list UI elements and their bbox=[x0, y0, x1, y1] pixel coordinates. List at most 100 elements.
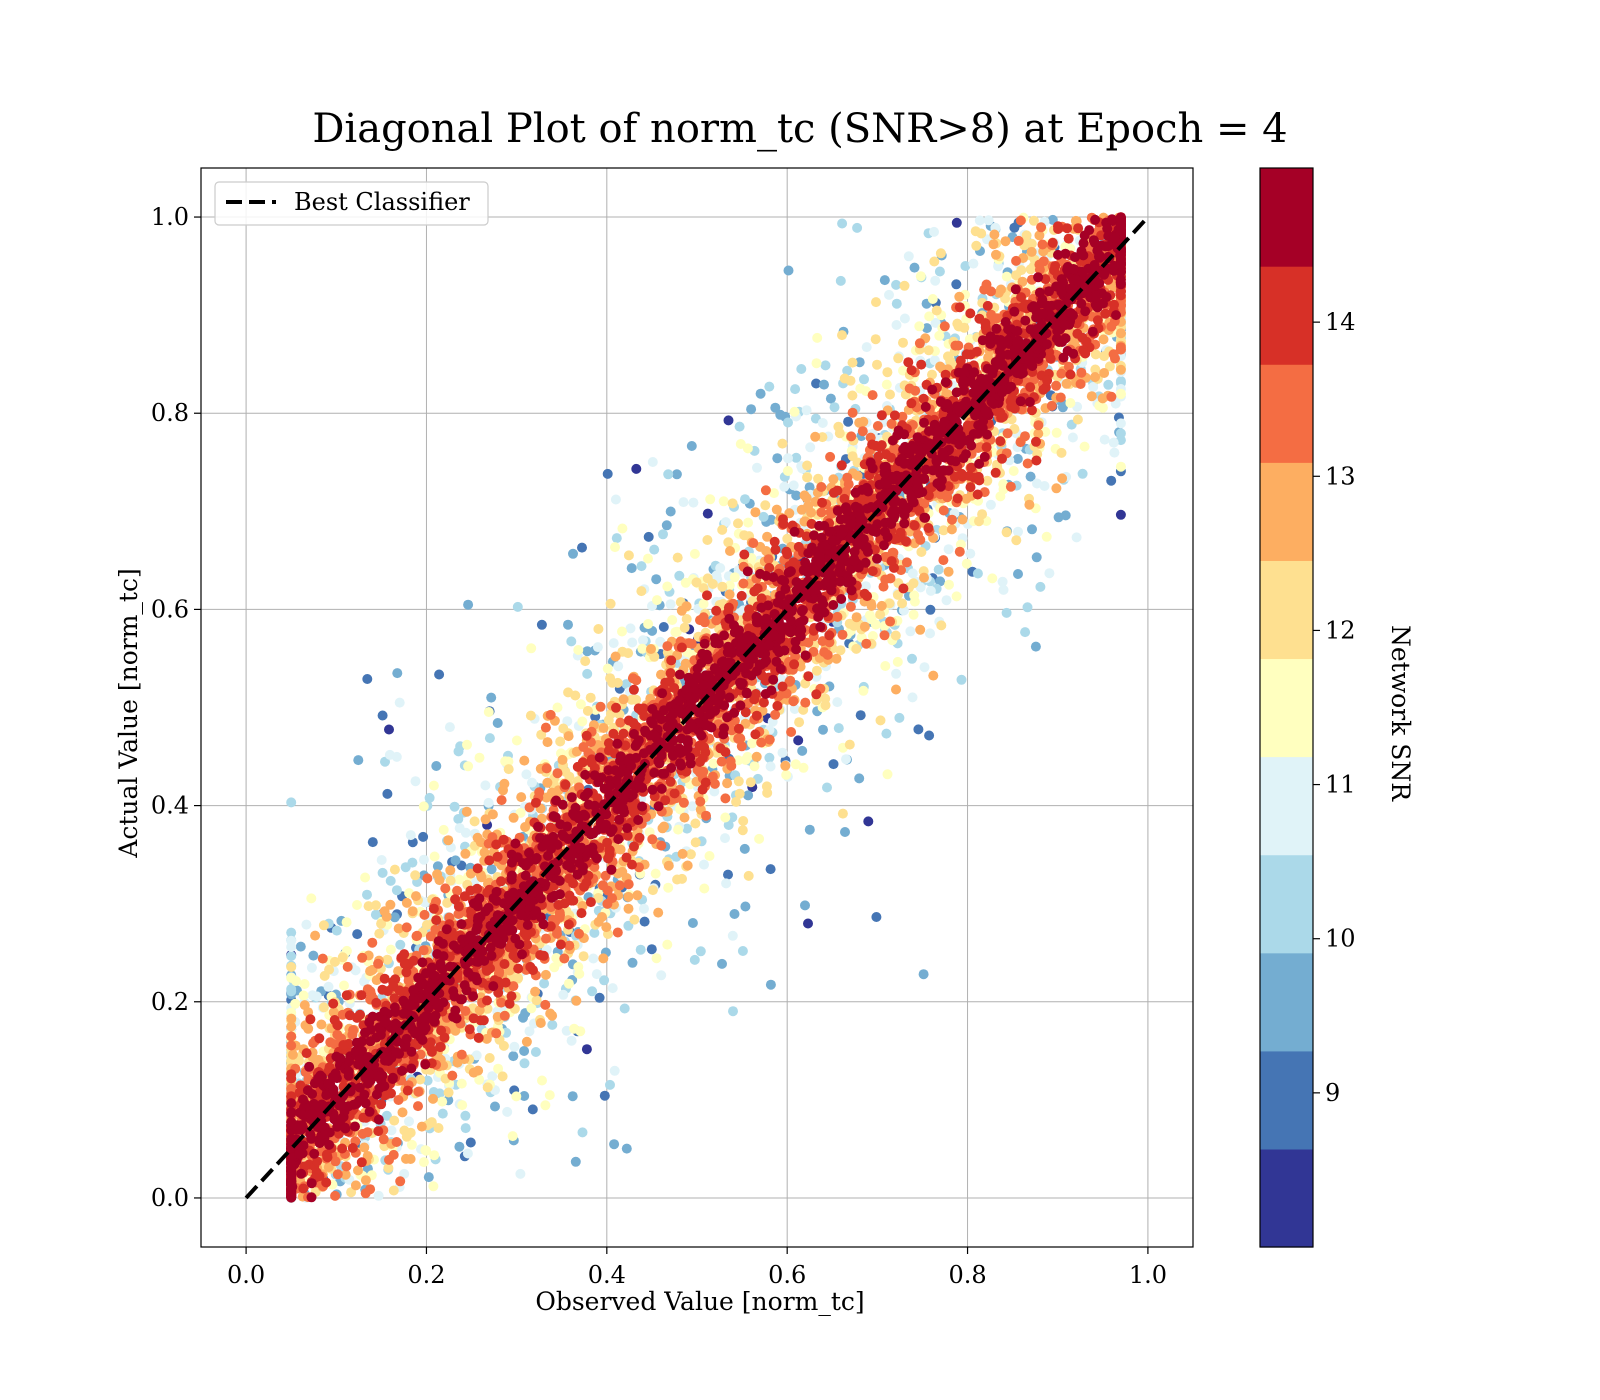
scatter-point bbox=[825, 393, 836, 404]
scatter-point bbox=[639, 903, 649, 914]
scatter-point bbox=[619, 1003, 630, 1014]
scatter-point bbox=[422, 1075, 433, 1086]
scatter-point bbox=[954, 291, 965, 302]
scatter-point bbox=[547, 1019, 558, 1030]
scatter-point bbox=[468, 1067, 479, 1078]
scatter-point bbox=[770, 402, 781, 413]
scatter-point bbox=[399, 1168, 410, 1179]
scatter-point bbox=[465, 868, 476, 879]
scatter-point bbox=[1044, 568, 1055, 579]
scatter-point bbox=[595, 701, 606, 712]
scatter-point bbox=[564, 771, 575, 782]
scatter-point bbox=[405, 830, 416, 841]
scatter-point bbox=[1013, 235, 1024, 246]
scatter-point bbox=[589, 927, 600, 938]
scatter-point bbox=[598, 723, 609, 733]
scatter-point bbox=[353, 755, 364, 766]
scatter-point bbox=[462, 739, 472, 750]
scatter-point bbox=[952, 318, 963, 329]
scatter-point bbox=[582, 668, 593, 679]
scatter-point bbox=[985, 499, 996, 510]
scatter-point bbox=[989, 229, 1000, 240]
scatter-point bbox=[591, 969, 602, 980]
scatter-point bbox=[541, 792, 552, 803]
scatter-point bbox=[884, 598, 895, 609]
scatter-point bbox=[699, 883, 710, 894]
scatter-point bbox=[933, 564, 944, 575]
scatter-point bbox=[678, 797, 689, 808]
scatter-point bbox=[609, 1139, 620, 1150]
scatter-point bbox=[784, 508, 795, 519]
scatter-point bbox=[743, 790, 754, 801]
scatter-point bbox=[319, 970, 330, 981]
scatter-point bbox=[525, 710, 536, 721]
scatter-point bbox=[460, 1123, 471, 1134]
scatter-point bbox=[983, 215, 994, 226]
scatter-point bbox=[382, 788, 393, 799]
scatter-point bbox=[433, 1123, 444, 1133]
scatter-point bbox=[907, 568, 918, 579]
scatter-point bbox=[923, 345, 934, 356]
scatter-point bbox=[567, 1091, 578, 1102]
scatter-point bbox=[607, 983, 618, 994]
scatter-point bbox=[566, 636, 577, 647]
scatter-point bbox=[541, 933, 551, 944]
scatter-point bbox=[286, 1021, 297, 1032]
scatter-point bbox=[1067, 432, 1078, 443]
scatter-point bbox=[483, 797, 494, 808]
scatter-point bbox=[643, 553, 653, 564]
scatter-point bbox=[306, 962, 317, 973]
scatter-point bbox=[526, 1003, 537, 1014]
scatter-point bbox=[571, 995, 582, 1006]
scatter-point bbox=[577, 716, 588, 727]
scatter-point bbox=[998, 584, 1009, 595]
scatter-point bbox=[310, 930, 321, 941]
scatter-point bbox=[765, 979, 776, 990]
scatter-point bbox=[729, 572, 740, 583]
scatter-point bbox=[733, 755, 744, 766]
scatter-point bbox=[951, 279, 962, 290]
scatter-point bbox=[536, 619, 547, 630]
scatter-point bbox=[498, 785, 508, 796]
scatter-point bbox=[537, 1075, 547, 1086]
scatter-point bbox=[350, 1180, 361, 1191]
scatter-point bbox=[797, 745, 808, 756]
scatter-point bbox=[688, 497, 699, 508]
scatter-point bbox=[961, 558, 972, 569]
scatter-point bbox=[1032, 478, 1042, 489]
scatter-point bbox=[840, 827, 850, 837]
scatter-point bbox=[352, 929, 363, 940]
scatter-point bbox=[612, 677, 623, 688]
scatter-point bbox=[858, 685, 869, 696]
scatter-point bbox=[460, 848, 471, 859]
scatter-point bbox=[893, 353, 904, 364]
scatter-point bbox=[389, 1115, 400, 1126]
scatter-point bbox=[655, 636, 666, 647]
scatter-point bbox=[723, 820, 734, 830]
scatter-point bbox=[945, 356, 956, 367]
scatter-point bbox=[737, 946, 748, 956]
scatter-point bbox=[828, 474, 839, 485]
scatter-point bbox=[793, 735, 804, 746]
scatter-point bbox=[951, 217, 962, 228]
scatter-point bbox=[780, 760, 791, 771]
scatter-point bbox=[997, 576, 1008, 587]
scatter-point bbox=[717, 958, 727, 969]
scatter-point bbox=[563, 978, 574, 989]
scatter-point bbox=[407, 857, 418, 868]
scatter-point bbox=[303, 1023, 314, 1034]
scatter-point bbox=[745, 777, 756, 788]
scatter-point bbox=[454, 874, 465, 885]
scatter-point bbox=[847, 390, 858, 401]
scatter-point bbox=[552, 702, 563, 713]
scatter-point bbox=[1001, 607, 1012, 618]
scatter-point bbox=[924, 311, 935, 322]
scatter-point bbox=[805, 442, 816, 453]
scatter-point bbox=[871, 912, 882, 922]
scatter-point bbox=[482, 1082, 493, 1093]
scatter-point bbox=[938, 555, 949, 566]
scatter-point bbox=[562, 716, 573, 727]
scatter-point bbox=[286, 1031, 297, 1042]
scatter-point bbox=[449, 801, 460, 812]
scatter-point bbox=[647, 885, 658, 896]
